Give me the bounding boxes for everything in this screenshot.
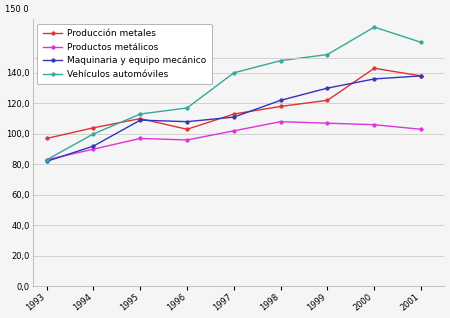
Productos metálicos <box>418 128 424 131</box>
Maquinaria y equipo mecánico <box>231 115 237 119</box>
Maquinaria y equipo mecánico <box>325 86 330 90</box>
Productos metálicos <box>231 129 237 133</box>
Line: Producción metales: Producción metales <box>45 66 423 140</box>
Producción metales <box>231 112 237 116</box>
Vehículos automóviles <box>325 53 330 57</box>
Maquinaria y equipo mecánico <box>278 98 284 102</box>
Line: Maquinaria y equipo mecánico: Maquinaria y equipo mecánico <box>45 74 423 163</box>
Vehículos automóviles <box>44 158 50 162</box>
Producción metales <box>44 136 50 140</box>
Vehículos automóviles <box>91 132 96 136</box>
Legend: Producción metales, Productos metálicos, Maquinaria y equipo mecánico, Vehículos: Producción metales, Productos metálicos,… <box>37 24 211 84</box>
Productos metálicos <box>91 147 96 151</box>
Vehículos automóviles <box>418 40 424 44</box>
Line: Vehículos automóviles: Vehículos automóviles <box>45 25 423 162</box>
Productos metálicos <box>325 121 330 125</box>
Producción metales <box>91 126 96 130</box>
Maquinaria y equipo mecánico <box>44 159 50 163</box>
Maquinaria y equipo mecánico <box>138 118 143 122</box>
Maquinaria y equipo mecánico <box>418 74 424 78</box>
Productos metálicos <box>372 123 377 127</box>
Productos metálicos <box>138 136 143 140</box>
Maquinaria y equipo mecánico <box>91 144 96 148</box>
Vehículos automóviles <box>278 59 284 63</box>
Producción metales <box>278 105 284 108</box>
Maquinaria y equipo mecánico <box>184 120 190 124</box>
Vehículos automóviles <box>231 71 237 75</box>
Line: Productos metálicos: Productos metálicos <box>45 120 423 162</box>
Producción metales <box>325 98 330 102</box>
Producción metales <box>372 66 377 70</box>
Productos metálicos <box>44 158 50 162</box>
Producción metales <box>138 117 143 121</box>
Producción metales <box>418 74 424 78</box>
Productos metálicos <box>278 120 284 124</box>
Vehículos automóviles <box>372 25 377 29</box>
Vehículos automóviles <box>184 106 190 110</box>
Vehículos automóviles <box>138 112 143 116</box>
Producción metales <box>184 128 190 131</box>
Productos metálicos <box>184 138 190 142</box>
Maquinaria y equipo mecánico <box>372 77 377 81</box>
Text: 150 0: 150 0 <box>5 5 28 14</box>
